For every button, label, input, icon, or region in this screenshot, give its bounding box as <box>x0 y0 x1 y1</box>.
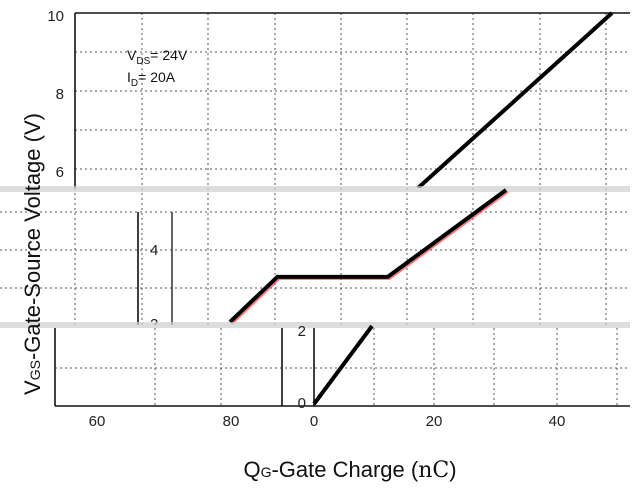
y-tick-0: 0 <box>298 395 306 412</box>
top-panel-curve <box>416 11 614 190</box>
annotation-id: ID= 20A <box>127 69 176 89</box>
x-tick-20: 20 <box>426 413 443 430</box>
y-axis-label: VGS-Gate-Source Voltage (V) <box>20 113 45 395</box>
x-tick-0: 0 <box>310 413 318 430</box>
top-panel-grid <box>75 13 630 188</box>
bottom-panel-curve <box>312 324 374 406</box>
y-tick-6: 6 <box>56 164 64 181</box>
y-tick-4: 4 <box>150 242 158 259</box>
middle-panel: 4 2 <box>0 186 630 333</box>
x-axis-label: QG-Gate Charge (nC) <box>243 457 456 483</box>
middle-panel-grid <box>0 188 630 325</box>
x-tick-60: 60 <box>89 413 106 430</box>
glitch-band-upper <box>0 186 630 192</box>
glitch-band-lower <box>0 322 630 328</box>
y-tick-10: 10 <box>47 8 64 25</box>
x-tick-40: 40 <box>549 413 566 430</box>
top-panel: 10 8 6 VDS= 24V ID= 20A <box>47 8 630 191</box>
y-tick-8: 8 <box>56 86 64 103</box>
bottom-panel: 2 0 60 80 0 20 40 <box>0 322 630 430</box>
bottom-panel-grid <box>55 328 630 406</box>
x-tick-80: 80 <box>223 413 240 430</box>
middle-panel-curve <box>228 188 508 324</box>
annotation-vds: VDS= 24V <box>127 47 188 67</box>
y-tick-2-bottom: 2 <box>298 323 306 340</box>
